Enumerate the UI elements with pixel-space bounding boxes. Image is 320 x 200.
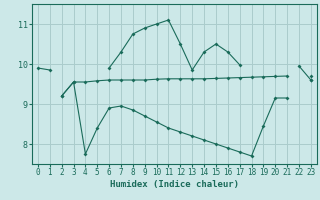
X-axis label: Humidex (Indice chaleur): Humidex (Indice chaleur) — [110, 180, 239, 189]
